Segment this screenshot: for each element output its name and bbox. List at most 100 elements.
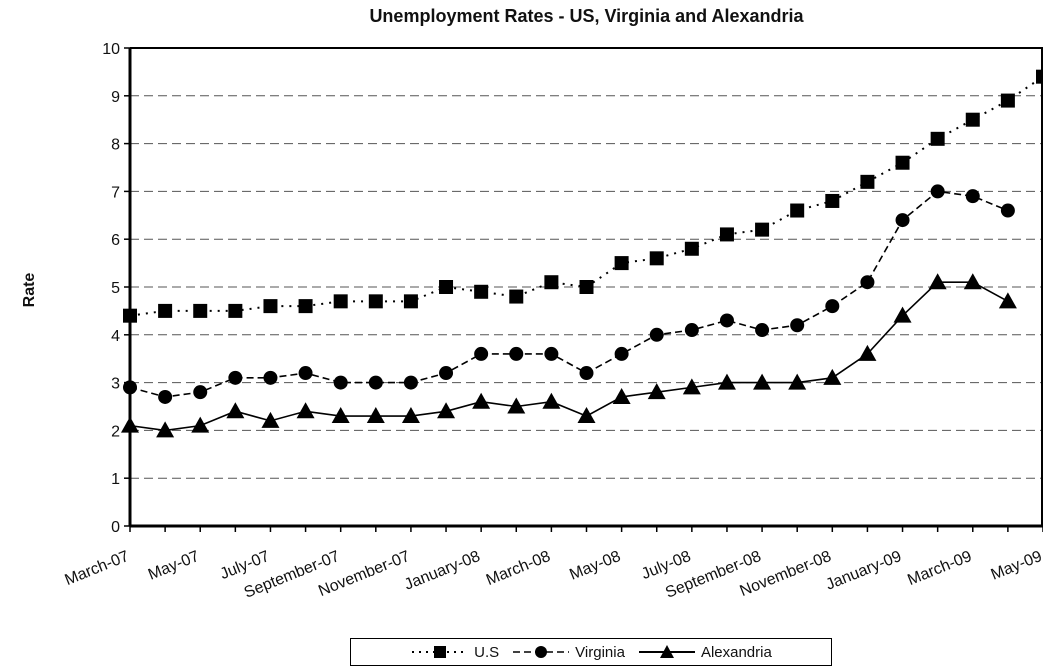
data-point-us xyxy=(825,193,840,208)
data-point-us xyxy=(684,241,699,256)
data-point-us xyxy=(860,174,875,189)
legend-item-alexandria: Alexandria xyxy=(637,644,772,661)
data-point-us xyxy=(930,131,945,146)
data-point-virginia xyxy=(719,313,734,328)
data-point-virginia xyxy=(509,346,524,361)
legend-swatch-alexandria xyxy=(638,645,695,658)
data-point-alexandria xyxy=(682,378,701,395)
data-point-alexandria xyxy=(612,387,631,404)
chart-title: Unemployment Rates - US, Virginia and Al… xyxy=(369,6,804,26)
data-point-virginia xyxy=(930,184,945,199)
data-point-virginia xyxy=(614,346,629,361)
data-point-us xyxy=(403,294,418,309)
data-point-alexandria xyxy=(858,344,877,361)
data-point-us xyxy=(649,251,664,266)
data-point-virginia xyxy=(368,375,383,390)
y-tick-label: 6 xyxy=(111,232,120,249)
legend-label-us: U.S xyxy=(474,643,500,661)
data-point-alexandria xyxy=(331,407,350,424)
data-point-virginia xyxy=(298,366,313,381)
data-point-virginia xyxy=(860,275,875,290)
y-tick-label: 3 xyxy=(111,376,120,393)
data-point-alexandria xyxy=(647,383,666,400)
legend-swatch-us xyxy=(412,646,469,658)
data-point-us xyxy=(755,222,770,237)
data-point-us xyxy=(719,227,734,242)
data-point-us xyxy=(298,299,313,314)
y-tick-label: 0 xyxy=(111,519,120,536)
y-tick-label: 8 xyxy=(111,137,120,154)
x-tick-label: January-08 xyxy=(402,548,483,594)
data-point-us xyxy=(965,112,980,127)
data-point-alexandria xyxy=(542,392,561,409)
data-point-alexandria xyxy=(437,402,456,419)
series-line-us xyxy=(129,75,1043,317)
x-tick-label: March-09 xyxy=(905,548,974,589)
data-point-virginia xyxy=(123,380,137,395)
data-point-us xyxy=(544,275,559,290)
data-point-alexandria xyxy=(121,416,139,433)
data-point-us xyxy=(228,303,243,318)
data-point-us xyxy=(123,308,137,323)
data-point-us xyxy=(1000,93,1015,108)
legend-item-virginia: Virginia xyxy=(511,644,625,661)
data-point-us xyxy=(439,280,454,294)
data-point-virginia xyxy=(790,318,805,333)
data-point-virginia xyxy=(228,370,243,385)
data-point-virginia xyxy=(895,213,910,228)
data-point-alexandria xyxy=(998,292,1017,309)
data-point-us xyxy=(193,303,208,318)
x-tick-label: January-09 xyxy=(823,548,904,594)
data-point-virginia xyxy=(439,366,454,381)
data-point-virginia xyxy=(544,346,559,361)
data-point-alexandria xyxy=(717,373,736,390)
legend: U.S Virginia Alexandria xyxy=(350,638,832,666)
data-point-alexandria xyxy=(296,402,315,419)
x-tick-label: May-09 xyxy=(989,548,1043,584)
data-point-alexandria xyxy=(963,273,982,290)
data-point-alexandria xyxy=(753,373,772,390)
data-point-virginia xyxy=(965,189,980,204)
data-point-us xyxy=(790,203,805,218)
data-point-us xyxy=(474,284,489,299)
data-point-alexandria xyxy=(507,397,526,414)
legend-label-virginia: Virginia xyxy=(575,643,625,661)
data-point-us xyxy=(158,303,173,318)
data-point-alexandria xyxy=(261,411,280,428)
data-point-us xyxy=(895,155,910,170)
data-point-virginia xyxy=(158,389,173,404)
data-point-us xyxy=(1036,69,1043,84)
data-point-alexandria xyxy=(191,416,210,433)
data-point-virginia xyxy=(474,346,489,361)
data-point-alexandria xyxy=(226,402,245,419)
data-point-alexandria xyxy=(401,407,420,424)
data-point-virginia xyxy=(333,375,348,390)
data-point-virginia xyxy=(193,385,208,400)
x-tick-label: March-07 xyxy=(62,548,131,589)
legend-item-us: U.S xyxy=(410,644,499,661)
data-point-us xyxy=(579,280,594,294)
series-line-virginia xyxy=(129,190,1009,398)
data-point-virginia xyxy=(403,375,418,390)
data-point-virginia xyxy=(1000,203,1015,218)
data-point-alexandria xyxy=(366,407,385,424)
y-tick-label: 2 xyxy=(111,423,120,440)
data-point-virginia xyxy=(263,370,278,385)
data-point-us xyxy=(368,294,383,309)
data-point-virginia xyxy=(579,366,594,381)
y-tick-label: 4 xyxy=(111,328,120,345)
series-line-alexandria xyxy=(129,281,1009,432)
x-tick-label: March-08 xyxy=(484,548,553,589)
y-tick-label: 7 xyxy=(111,184,120,201)
x-tick-label: May-07 xyxy=(146,548,202,584)
x-tick-label: May-08 xyxy=(567,548,623,584)
y-tick-label: 10 xyxy=(102,41,120,58)
data-point-alexandria xyxy=(472,392,491,409)
y-tick-label: 9 xyxy=(111,89,120,106)
data-point-virginia xyxy=(649,327,664,342)
data-point-us xyxy=(333,294,348,309)
legend-swatch-virginia xyxy=(513,646,570,658)
data-point-us xyxy=(263,299,278,314)
data-point-alexandria xyxy=(893,306,912,323)
